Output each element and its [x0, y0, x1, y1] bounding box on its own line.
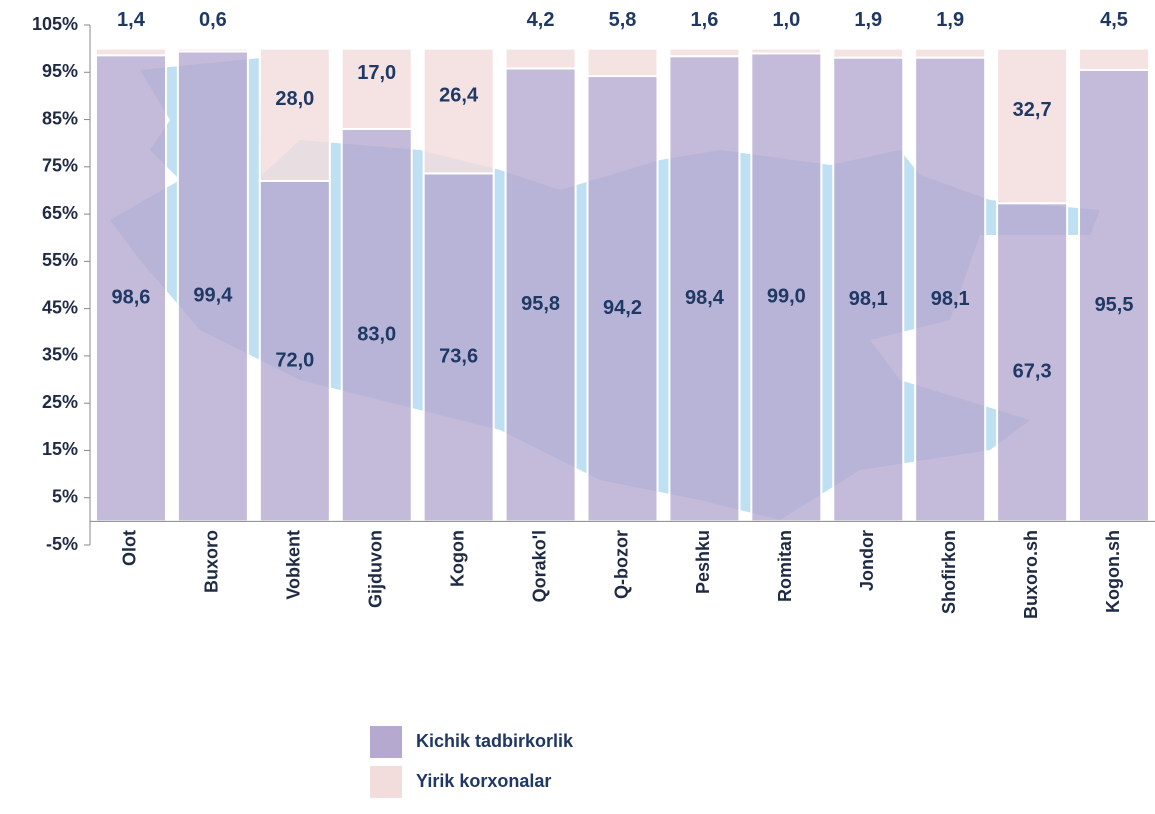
- value-label: 72,0: [275, 349, 314, 371]
- bar-segment: [586, 47, 659, 78]
- bar-segment: [94, 54, 167, 523]
- bar-segment: [422, 172, 495, 523]
- bar-segment: [422, 47, 495, 175]
- bar-segment: [258, 47, 331, 182]
- bar-segment: [914, 56, 987, 523]
- x-tick-label: Kogon: [447, 530, 467, 587]
- value-label: 17,0: [357, 62, 396, 84]
- bar-segment: [750, 47, 823, 55]
- legend-swatch: [370, 766, 402, 798]
- bar-segment: [94, 47, 167, 57]
- value-label: 98,6: [111, 287, 150, 309]
- legend-label: Yirik korxonalar: [416, 771, 551, 791]
- y-tick-label: 105%: [32, 14, 78, 34]
- legend-swatch: [370, 726, 402, 758]
- legend-label: Kichik tadbirkorlik: [416, 731, 574, 751]
- value-label: 83,0: [357, 323, 396, 345]
- y-tick-label: -5%: [46, 534, 78, 554]
- value-label: 28,0: [275, 88, 314, 110]
- bar-segment: [750, 52, 823, 523]
- value-label: 99,0: [767, 286, 806, 308]
- x-tick-label: Peshku: [693, 530, 713, 594]
- bar-segment: [996, 47, 1069, 205]
- value-label: 1,0: [772, 9, 800, 31]
- bar-segment: [340, 47, 413, 131]
- value-label: 98,1: [849, 288, 888, 310]
- value-label: 1,6: [691, 9, 719, 31]
- y-tick-label: 95%: [42, 61, 78, 81]
- value-label: 98,4: [685, 287, 725, 309]
- value-label: 95,5: [1095, 294, 1134, 316]
- y-tick-label: 85%: [42, 108, 78, 128]
- y-tick-label: 55%: [42, 250, 78, 270]
- value-label: 0,6: [199, 9, 227, 31]
- x-tick-label: Olot: [120, 530, 140, 566]
- y-tick-label: 75%: [42, 156, 78, 176]
- y-tick-label: 5%: [52, 486, 78, 506]
- y-tick-label: 35%: [42, 345, 78, 365]
- x-tick-label: Qorako'l: [529, 530, 549, 602]
- value-label: 4,2: [527, 9, 555, 31]
- bar-segment: [914, 47, 987, 59]
- x-tick-label: Jondor: [857, 530, 877, 591]
- x-tick-label: Buxoro: [202, 530, 222, 593]
- bar-segment: [1078, 47, 1151, 71]
- value-label: 1,9: [936, 9, 964, 31]
- value-label: 94,2: [603, 297, 642, 319]
- x-tick-label: Kogon.sh: [1103, 530, 1123, 613]
- bar-segment: [504, 67, 577, 523]
- value-label: 98,1: [931, 288, 970, 310]
- value-label: 73,6: [439, 346, 478, 368]
- value-label: 1,4: [117, 9, 146, 31]
- bar-segment: [340, 128, 413, 523]
- value-label: 32,7: [1013, 99, 1052, 121]
- bar-segment: [832, 56, 905, 523]
- y-tick-label: 65%: [42, 203, 78, 223]
- bar-segment: [668, 47, 741, 58]
- y-tick-label: 45%: [42, 297, 78, 317]
- x-tick-label: Q-bozor: [611, 530, 631, 599]
- y-tick-label: 15%: [42, 439, 78, 459]
- value-label: 26,4: [439, 84, 479, 106]
- value-label: 99,4: [193, 285, 233, 307]
- bar-segment: [668, 55, 741, 523]
- bar-segment: [832, 47, 905, 59]
- value-label: 4,5: [1100, 9, 1128, 31]
- y-tick-label: 25%: [42, 392, 78, 412]
- value-label: 67,3: [1013, 361, 1052, 383]
- bar-segment: [176, 47, 249, 53]
- bar-segment: [258, 180, 331, 523]
- value-label: 1,9: [854, 9, 882, 31]
- value-label: 95,8: [521, 293, 560, 315]
- x-tick-label: Gijduvon: [365, 530, 385, 608]
- x-tick-label: Buxoro.sh: [1021, 530, 1041, 619]
- bar-segment: [996, 202, 1069, 523]
- x-tick-label: Shofirkon: [939, 530, 959, 614]
- x-tick-label: Vobkent: [284, 530, 304, 600]
- value-label: 5,8: [609, 9, 637, 31]
- bar-segment: [586, 75, 659, 523]
- bar-segment: [504, 47, 577, 70]
- x-tick-label: Romitan: [775, 530, 795, 602]
